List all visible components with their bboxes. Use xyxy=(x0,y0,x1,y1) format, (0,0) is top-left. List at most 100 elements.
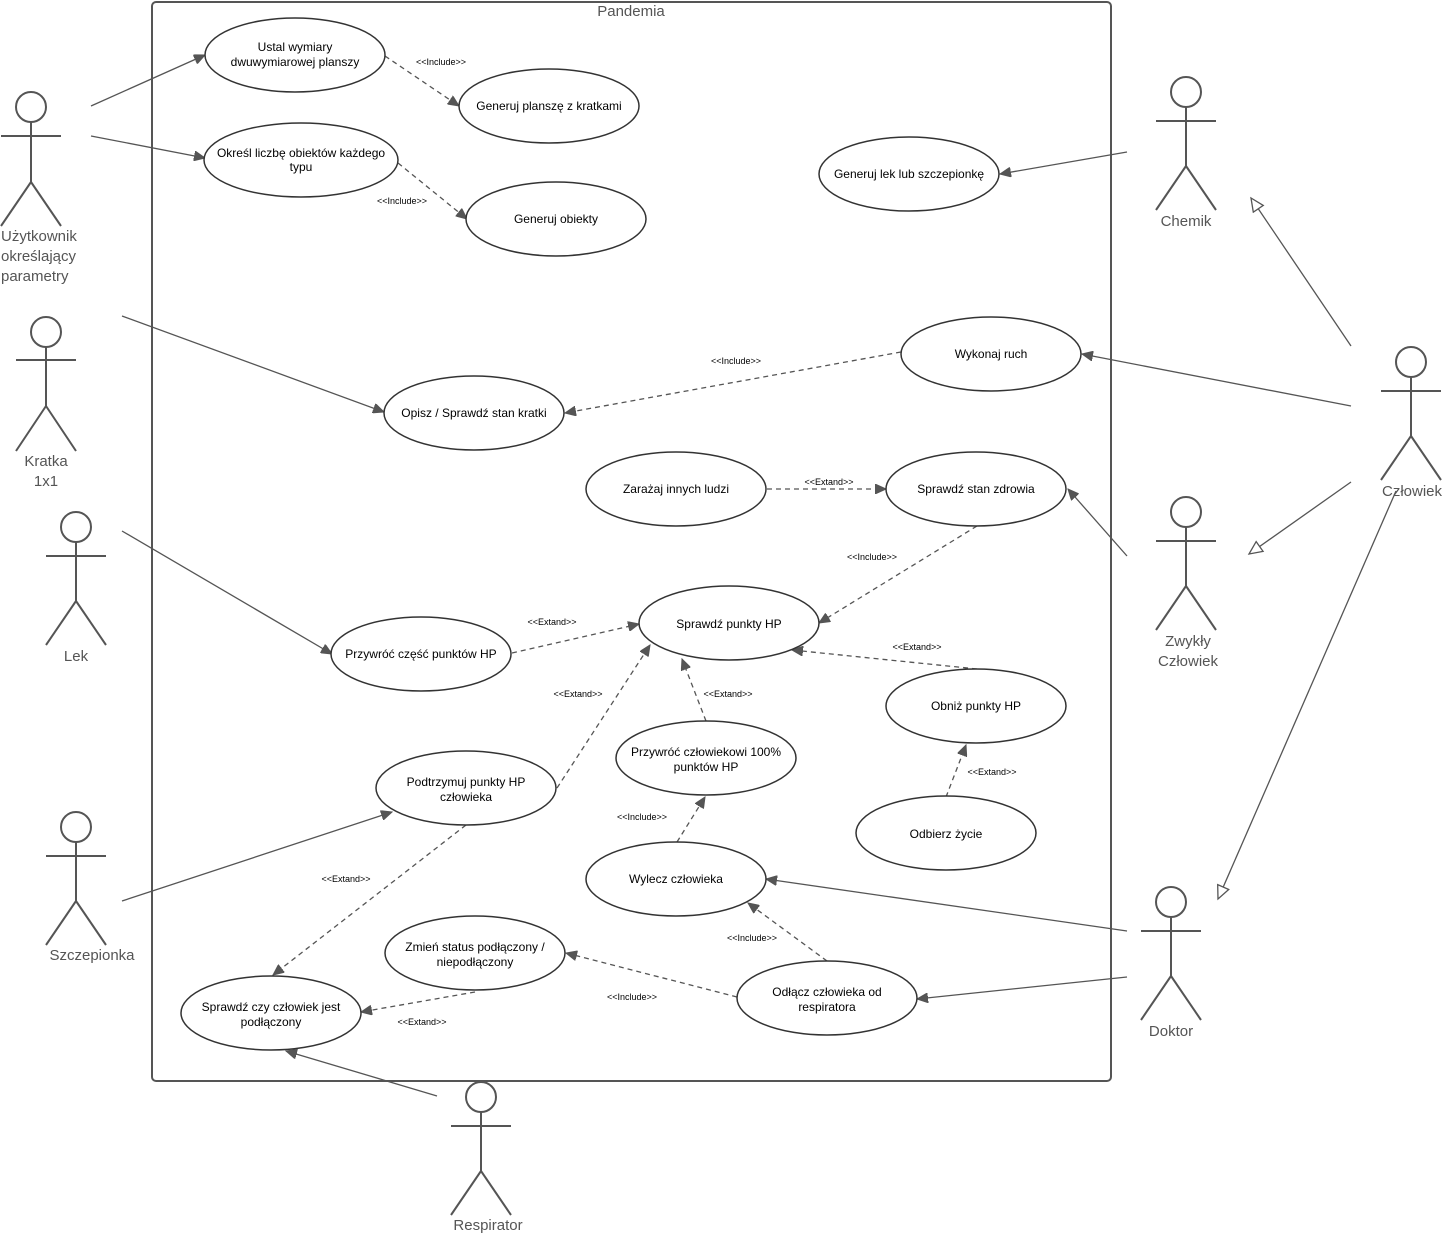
dep-podtrzymuj-punkty xyxy=(556,645,650,789)
dep-przywroc-100-punkty xyxy=(682,659,707,722)
use-case-wykonaj-ruch[interactable]: Wykonaj ruch xyxy=(900,316,1082,392)
actor-label: Człowiek xyxy=(1382,483,1443,500)
label-extend-obniz: <<Extand>> xyxy=(892,642,941,652)
dep-zmien-sprawdz xyxy=(361,991,476,1012)
gen-czlowiek-zwykly xyxy=(1249,481,1352,554)
actors: Użytkownik określający parametry Kratka 1x1… xyxy=(0,76,1443,1234)
use-case-odbierz-zycie[interactable]: Odbierz życie xyxy=(855,795,1037,871)
svg-text:Generuj obiekty: Generuj obiekty xyxy=(514,212,598,226)
use-case-przywroc-czesc[interactable]: Przywróć część punktów HP xyxy=(330,616,512,692)
use-cases: Ustal wymiary dwuwymiarowej planszy Gener… xyxy=(180,17,1082,1051)
actor-doktor[interactable]: Doktor xyxy=(1140,886,1202,1040)
svg-text:Wykonaj ruch: Wykonaj ruch xyxy=(955,347,1028,361)
actor-uzytkownik[interactable]: Użytkownik określający parametry xyxy=(0,91,77,285)
dep-obniz-punkty xyxy=(792,650,978,670)
use-case-punkty-hp[interactable]: Sprawdź punkty HP xyxy=(638,585,820,661)
assoc-lek-przywroc xyxy=(121,530,332,654)
label-extend-podtrzymuj-hp: <<Extand>> xyxy=(553,689,602,699)
actor-czlowiek[interactable]: Człowiek xyxy=(1380,346,1443,500)
use-case-obniz[interactable]: Obniż punkty HP xyxy=(885,668,1067,744)
svg-text:Generuj planszę z kratkami: Generuj planszę z kratkami xyxy=(476,99,621,113)
use-case-zarazaj[interactable]: Zarażaj innych ludzi xyxy=(585,451,767,527)
use-case-wylecz[interactable]: Wylecz człowieka xyxy=(585,841,767,917)
dep-odbierz-obniz xyxy=(945,745,966,798)
use-case-przywroc-100[interactable]: Przywróć człowiekowi 100% punktów HP xyxy=(615,720,797,796)
actor-respirator[interactable]: Respirator xyxy=(450,1081,523,1234)
use-case-stan-zdrowia[interactable]: Sprawdź stan zdrowia xyxy=(885,451,1067,527)
actor-kratka[interactable]: Kratka 1x1 xyxy=(15,316,77,490)
actor-label: Doktor xyxy=(1149,1023,1193,1040)
label-extend-zmien: <<Extand>> xyxy=(397,1017,446,1027)
actor-label: Kratka 1x1 xyxy=(24,453,68,490)
dep-odlacz-wylecz xyxy=(748,903,828,962)
actor-label: Szczepionka xyxy=(49,947,135,964)
label-include-wykonaj: <<Include>> xyxy=(711,356,761,366)
assoc-respirator-sprawdz xyxy=(286,1051,438,1097)
label-include-odlacz-zmien: <<Include>> xyxy=(607,992,657,1002)
label-include-ustal: <<Include>> xyxy=(416,57,466,67)
dep-ustal-generuj-plansze xyxy=(384,55,459,106)
svg-text:Generuj lek lub szczepionkę: Generuj lek lub szczepionkę xyxy=(834,167,984,181)
dependencies: <<Include>> <<Include>> <<Include>> <<Ex… xyxy=(273,55,1017,1027)
label-extend-odbierz: <<Extand>> xyxy=(967,767,1016,777)
assoc-czlowiek-wykonaj xyxy=(1082,354,1352,407)
use-case-odlacz[interactable]: Odłącz człowieka od respiratora xyxy=(736,960,918,1036)
actor-lek[interactable]: Lek xyxy=(45,511,107,665)
label-include-okresl: <<Include>> xyxy=(377,196,427,206)
svg-text:Obniż punkty HP: Obniż punkty HP xyxy=(931,699,1021,713)
use-case-okresl-liczbe[interactable]: Określ liczbę obiektów każdego typu xyxy=(203,122,399,198)
svg-text:Sprawdź stan zdrowia: Sprawdź stan zdrowia xyxy=(917,482,1035,496)
gen-czlowiek-doktor xyxy=(1218,490,1397,899)
svg-text:Przywróć człowiekowi 100%punkt: Przywróć człowiekowi 100% punktów HP xyxy=(631,745,781,774)
label-extend-przywroc-czesc: <<Extand>> xyxy=(527,617,576,627)
dep-przywroc-czesc-punkty xyxy=(511,624,639,654)
dep-okresl-generuj-obiekty xyxy=(397,162,467,219)
svg-text:Opisz / Sprawdź stan kratki: Opisz / Sprawdź stan kratki xyxy=(401,406,546,420)
actor-chemik[interactable]: Chemik xyxy=(1155,76,1217,230)
label-include-stan: <<Include>> xyxy=(847,552,897,562)
actor-szczepionka[interactable]: Szczepionka xyxy=(45,811,135,964)
svg-text:Zarażaj innych ludzi: Zarażaj innych ludzi xyxy=(623,482,729,496)
actor-zwykly-czlowiek[interactable]: Zwykły Człowiek xyxy=(1155,496,1219,670)
label-extend-zarazaj: <<Extand>> xyxy=(804,477,853,487)
associations xyxy=(90,54,1352,1097)
assoc-doktor-odlacz xyxy=(917,976,1128,999)
svg-text:Sprawdź punkty HP: Sprawdź punkty HP xyxy=(676,617,781,631)
assoc-chemik-generuj-lek xyxy=(1000,151,1128,174)
generalizations xyxy=(1218,198,1397,899)
use-case-opisz-stan-kratki[interactable]: Opisz / Sprawdź stan kratki xyxy=(383,375,565,451)
assoc-szczepionka-podtrzymuj xyxy=(121,812,392,902)
system-title: Pandemia xyxy=(597,3,665,20)
label-extend-podtrzymuj-podlaczony: <<Extand>> xyxy=(321,874,370,884)
use-case-sprawdz-podlaczony[interactable]: Sprawdź czy człowiek jest podłączony xyxy=(180,975,362,1051)
label-extend-przywroc-100: <<Extand>> xyxy=(703,689,752,699)
svg-text:Przywróć część punktów HP: Przywróć część punktów HP xyxy=(345,647,496,661)
label-include-wylecz: <<Include>> xyxy=(617,812,667,822)
actor-label: Lek xyxy=(64,648,89,665)
dep-wykonaj-opisz xyxy=(565,351,902,413)
svg-text:Zmień status podłączony /niepo: Zmień status podłączony / niepodłączony xyxy=(405,940,545,969)
assoc-uzytkownik-okresl xyxy=(90,135,205,158)
assoc-doktor-wylecz xyxy=(766,879,1128,932)
use-case-podtrzymuj[interactable]: Podtrzymuj punkty HP człowieka xyxy=(375,750,557,826)
assoc-zwykly-stan xyxy=(1068,489,1128,557)
label-include-odlacz-wylecz: <<Include>> xyxy=(727,933,777,943)
actor-label: Chemik xyxy=(1161,213,1212,230)
assoc-uzytkownik-ustal xyxy=(90,54,205,107)
use-case-ustal-wymiary[interactable]: Ustal wymiary dwuwymiarowej planszy xyxy=(204,17,386,93)
dep-wylecz-przywroc-100 xyxy=(676,797,705,843)
svg-text:Określ liczbę obiektów każdego: Określ liczbę obiektów każdego typu xyxy=(217,146,385,174)
use-case-generuj-lek[interactable]: Generuj lek lub szczepionkę xyxy=(818,136,1000,212)
use-case-generuj-obiekty[interactable]: Generuj obiekty xyxy=(465,181,647,257)
svg-text:Odbierz życie: Odbierz życie xyxy=(910,827,983,841)
dep-podtrzymuj-sprawdz xyxy=(273,824,467,975)
use-case-zmien-status[interactable]: Zmień status podłączony / niepodłączony xyxy=(384,915,566,991)
dep-stan-punkty xyxy=(819,525,978,623)
actor-label: Zwykły Człowiek xyxy=(1158,633,1219,670)
use-case-generuj-plansze[interactable]: Generuj planszę z kratkami xyxy=(458,68,640,144)
